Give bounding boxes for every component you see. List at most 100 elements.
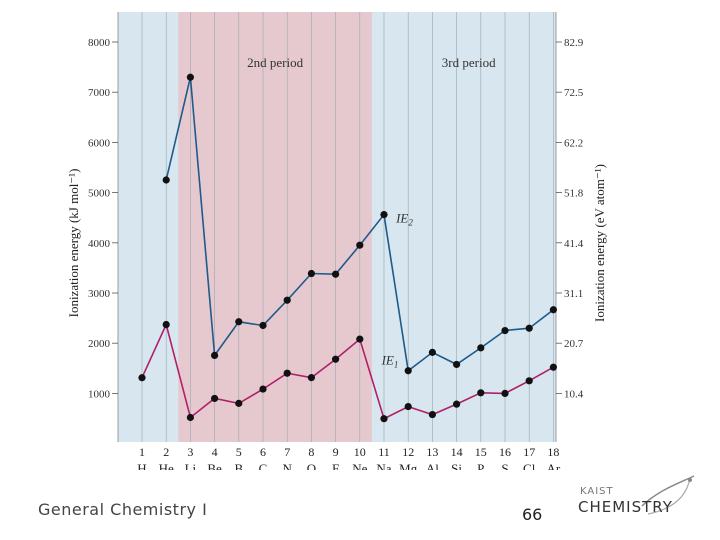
- region-band-1: [178, 12, 372, 442]
- region-label-2nd-period: 2nd period: [247, 55, 303, 70]
- data-point: [453, 400, 461, 408]
- xtick-symbol: Li: [185, 461, 197, 470]
- xtick-number: 6: [260, 445, 266, 459]
- ytick-label-left: 6000: [88, 137, 111, 149]
- data-point: [162, 320, 170, 329]
- data-point: [525, 324, 533, 332]
- ytick-label-left: 8000: [88, 37, 111, 49]
- series-line-IE1: [141, 322, 554, 420]
- annotations: 2nd period 3rd period IE1 IE2: [247, 55, 496, 369]
- ytick-label-left: 5000: [88, 188, 111, 200]
- xtick-number: 18: [547, 445, 559, 459]
- data-point: [525, 377, 533, 385]
- xtick-symbol: Si: [451, 461, 462, 470]
- xtick-symbol: H: [137, 461, 146, 470]
- data-point: [283, 369, 291, 377]
- xtick-symbol: S: [501, 461, 508, 470]
- xtick-number: 8: [308, 445, 314, 459]
- course-title: General Chemistry I: [38, 500, 208, 519]
- chart-background: [118, 12, 556, 442]
- data-point: [235, 318, 243, 326]
- kaist-chemistry-logo: KAIST CHEMISTRY: [578, 470, 698, 526]
- logo-chemistry: CHEMISTRY: [578, 498, 673, 516]
- x-tick-labels: 1 H 2 He 3 Li 4 Be 5 B 6 C 7 N 8 O 9 F 10 Ne 11 Na 12 Mg 13 Al 14 S…: [137, 445, 561, 470]
- xtick-symbol: F: [332, 461, 339, 470]
- data-point: [428, 348, 436, 356]
- xtick-number: 11: [378, 445, 390, 459]
- data-point: [283, 296, 291, 304]
- left-y-tick-labels: 1000 2000 3000 4000 5000 6000 7000 8000: [88, 37, 118, 400]
- xtick-number: 4: [212, 445, 218, 459]
- data-point: [259, 385, 267, 393]
- ytick-label-right: 51.8: [564, 188, 584, 200]
- ytick-label-left: 3000: [88, 288, 111, 300]
- data-point: [332, 270, 340, 278]
- data-point: [549, 306, 558, 314]
- series-label-IE1: IE1: [381, 352, 399, 369]
- series-label-IE2: IE2: [395, 211, 413, 228]
- data-point: [186, 73, 194, 81]
- xtick-number: 10: [354, 445, 366, 459]
- data-point: [477, 344, 485, 352]
- data-point: [138, 374, 146, 382]
- data-point: [162, 176, 170, 184]
- ytick-label-right: 20.7: [564, 338, 584, 350]
- xtick-number: 5: [236, 445, 242, 459]
- data-point: [356, 241, 364, 249]
- data-point: [501, 389, 509, 397]
- xtick-symbol: Be: [207, 461, 222, 470]
- ytick-label-right: 82.9: [564, 37, 584, 49]
- ytick-label-left: 1000: [88, 388, 111, 400]
- data-point: [259, 321, 267, 330]
- xtick-number: 2: [163, 445, 169, 459]
- orbit-swoosh-icon: [641, 475, 695, 515]
- xtick-number: 15: [475, 445, 487, 459]
- xtick-number: 14: [451, 445, 463, 459]
- data-point: [186, 413, 194, 422]
- ytick-label-right: 62.2: [564, 137, 583, 149]
- series-IE1: [138, 320, 558, 423]
- data-point: [380, 210, 388, 219]
- xtick-symbol: B: [234, 461, 243, 470]
- data-point: [211, 394, 219, 403]
- xtick-number: 9: [333, 445, 339, 459]
- right-y-tick-labels: 10.4 20.7 31.1 41.4 51.8 62.2 72.5 82.9: [556, 37, 584, 400]
- ytick-label-right: 41.4: [564, 238, 584, 250]
- data-point: [235, 399, 243, 407]
- ytick-label-right: 31.1: [564, 288, 583, 300]
- xtick-number: 12: [402, 445, 414, 459]
- data-point: [477, 389, 485, 397]
- data-point: [307, 269, 315, 278]
- xtick-number: 16: [499, 445, 511, 459]
- series-IE2: [162, 73, 558, 375]
- data-point: [380, 415, 388, 423]
- xtick-number: 3: [187, 445, 193, 459]
- data-point: [428, 410, 436, 419]
- xtick-symbol: Cl: [523, 461, 536, 470]
- data-point: [332, 355, 340, 363]
- page-number: 66: [522, 505, 543, 524]
- xtick-number: 13: [426, 445, 438, 459]
- xtick-number: 7: [284, 445, 290, 459]
- xtick-symbol: Al: [426, 461, 439, 470]
- data-point: [356, 335, 364, 343]
- xtick-symbol: Ne: [352, 461, 367, 470]
- xtick-symbol: Na: [376, 461, 391, 470]
- xtick-symbol: Mg: [399, 461, 418, 470]
- logo-kaist: KAIST: [580, 486, 614, 497]
- data-point: [307, 374, 315, 382]
- data-point: [404, 367, 412, 375]
- data-point: [404, 402, 412, 411]
- ionization-energy-chart: 1000 2000 3000 4000 5000 6000 7000 8000 10.4 20.…: [66, 12, 607, 470]
- ytick-label-left: 7000: [88, 87, 111, 99]
- region-label-3rd-period: 3rd period: [442, 55, 496, 70]
- series: [138, 73, 558, 423]
- ytick-label-left: 4000: [88, 238, 111, 250]
- xtick-symbol: O: [307, 461, 316, 470]
- data-point: [211, 351, 219, 359]
- xtick-symbol: P: [477, 461, 484, 470]
- xtick-symbol: Ar: [547, 461, 561, 470]
- xtick-number: 1: [139, 445, 145, 459]
- xtick-symbol: C: [259, 461, 268, 470]
- y-axis-label-right: Ionization energy (eV atom⁻¹): [592, 164, 607, 322]
